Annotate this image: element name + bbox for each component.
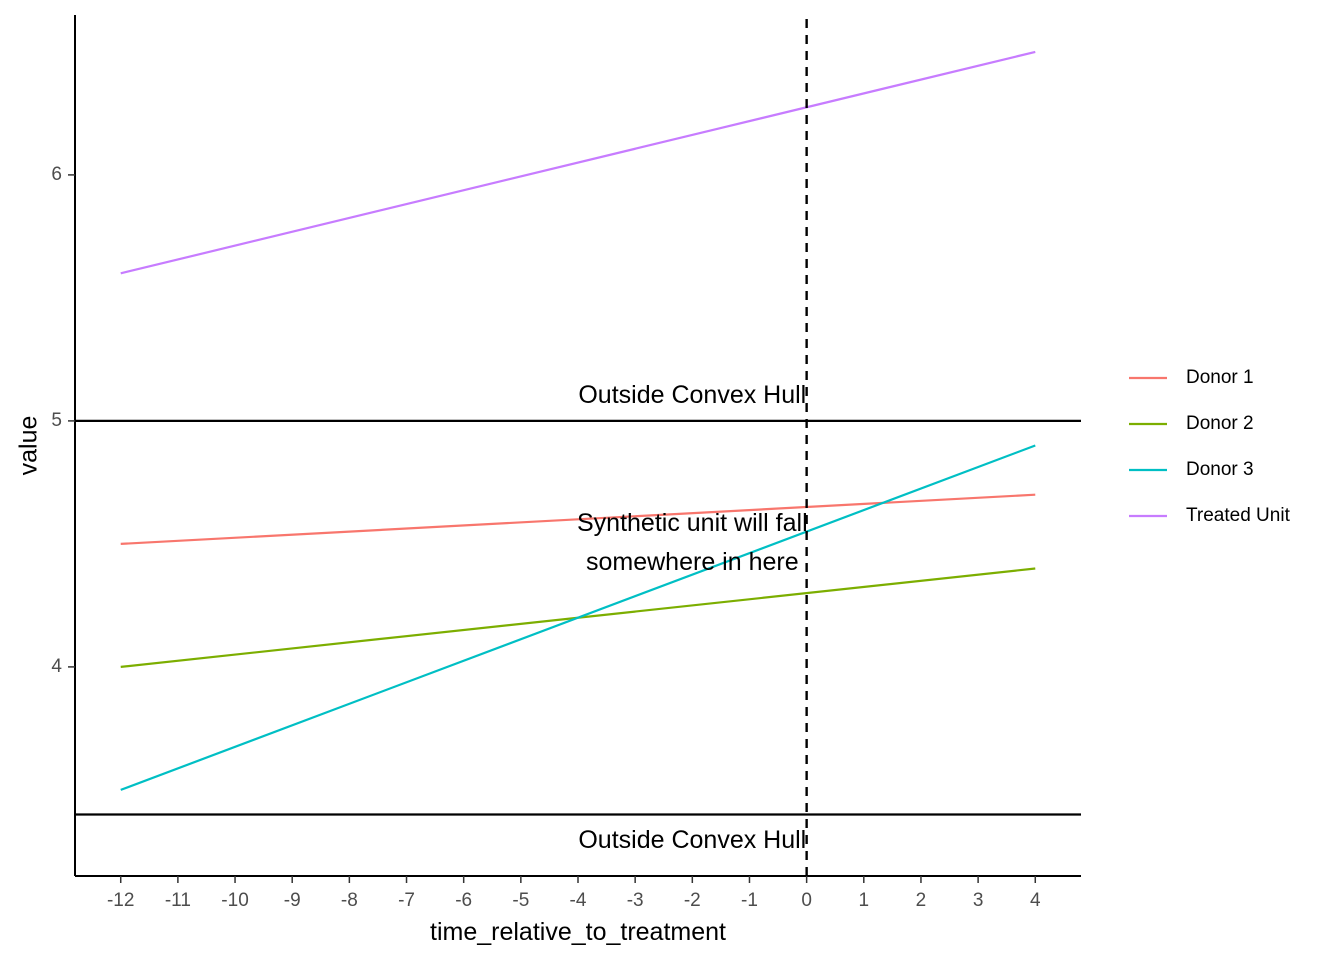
x-tick-label: 3	[973, 890, 984, 911]
x-tick-label: 1	[859, 890, 870, 911]
series-line-treated-unit	[120, 50, 1036, 275]
x-tick-label: -3	[627, 890, 644, 911]
series-line-donor-3	[120, 444, 1036, 791]
x-tick-label: -1	[741, 890, 758, 911]
x-tick-label: -12	[107, 890, 134, 911]
legend-label-donor-2: Donor 2	[1186, 413, 1254, 434]
x-tick-label: 0	[801, 890, 812, 911]
x-tick-label: -2	[684, 890, 701, 911]
x-tick-label: -10	[221, 890, 248, 911]
x-tick-label: -8	[341, 890, 358, 911]
annotation-0: Outside Convex Hull	[578, 381, 806, 409]
annotation-1: Synthetic unit will fall	[577, 509, 808, 537]
x-tick-label: -4	[570, 890, 587, 911]
annotation-2: somewhere in here	[586, 548, 799, 576]
y-axis-title: value	[15, 416, 43, 476]
x-tick-label: -6	[455, 890, 472, 911]
legend: Donor 1 Donor 2 Donor 3 Treated Unit	[1129, 367, 1291, 526]
x-tick-label: 2	[916, 890, 927, 911]
x-tick-label: -5	[512, 890, 529, 911]
x-tick-label: -11	[165, 890, 191, 911]
y-tick-label: 5	[51, 410, 62, 431]
y-tick-label: 4	[51, 656, 62, 677]
x-tick-label: 4	[1030, 890, 1041, 911]
annotation-3: Outside Convex Hull	[578, 826, 806, 854]
x-tick-label: -7	[398, 890, 415, 911]
legend-label-donor-3: Donor 3	[1186, 459, 1254, 480]
marks-layer: Outside Convex Hull Synthetic unit will f…	[75, 19, 1081, 876]
x-tick-label: -9	[284, 890, 301, 911]
x-axis-title: time_relative_to_treatment	[430, 918, 726, 946]
y-tick-label: 6	[51, 164, 62, 185]
legend-label-treated-unit: Treated Unit	[1186, 505, 1291, 526]
legend-label-donor-1: Donor 1	[1186, 367, 1254, 388]
